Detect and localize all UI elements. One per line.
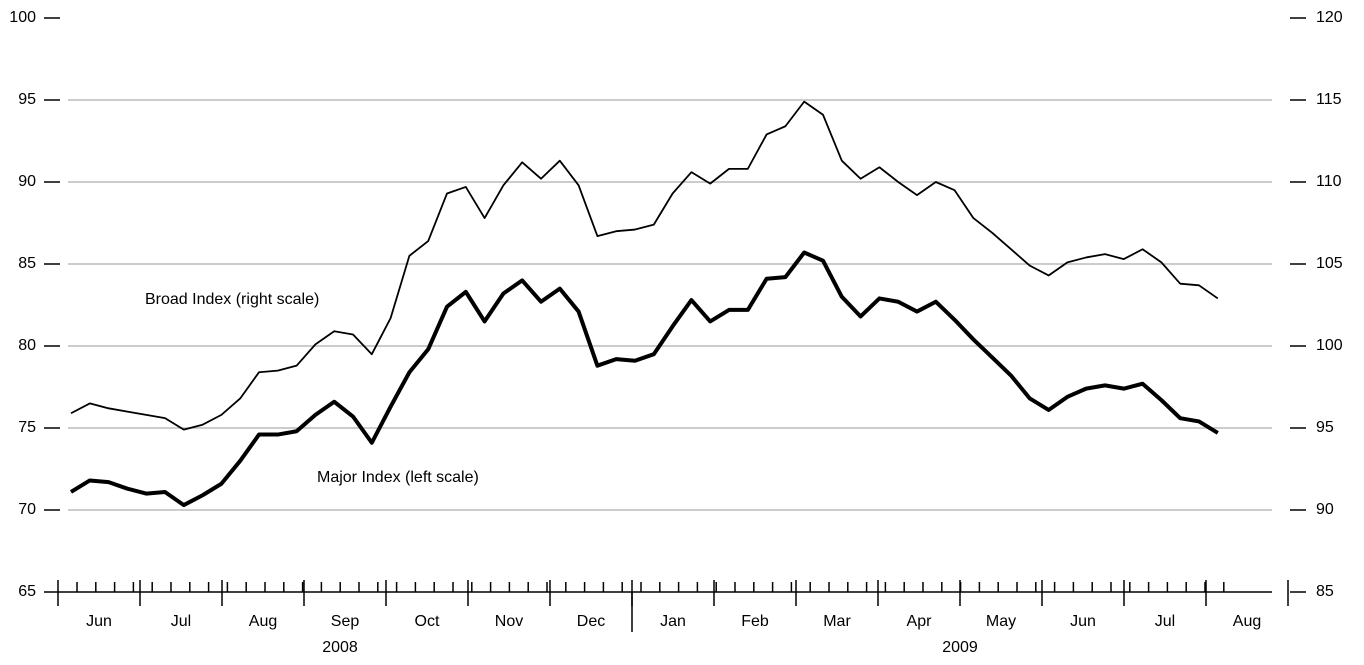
x-tick-label: Nov: [495, 613, 523, 630]
y-tick-label: 95: [18, 91, 36, 108]
y-tick-label: 70: [18, 501, 36, 518]
series-line: [69, 250, 1219, 508]
y2-tick-label: 120: [1316, 9, 1343, 26]
x-tick-label: Dec: [577, 613, 605, 630]
x-tick-label: Oct: [415, 613, 440, 630]
y2-tick-label: 90: [1316, 501, 1334, 518]
y-tick-label: 100: [9, 9, 36, 26]
y-tick-label: 80: [18, 337, 36, 354]
x-tick-label: Jul: [1155, 613, 1175, 630]
x-tick-label: Jan: [660, 613, 686, 630]
year-label: 2008: [322, 639, 358, 656]
series-label: Major Index (left scale): [317, 469, 479, 486]
y2-tick-label: 85: [1316, 583, 1334, 600]
y2-tick-label: 100: [1316, 337, 1343, 354]
y2-tick-label: 105: [1316, 255, 1343, 272]
series-label: Broad Index (right scale): [145, 291, 319, 308]
x-tick-label: Jul: [171, 613, 191, 630]
year-label: 2009: [942, 639, 978, 656]
y2-tick-label: 110: [1316, 173, 1342, 190]
x-tick-label: Jun: [1070, 613, 1096, 630]
y2-tick-label: 115: [1316, 91, 1342, 108]
x-tick-label: Jun: [86, 613, 112, 630]
y-tick-label: 90: [18, 173, 36, 190]
x-tick-label: Aug: [249, 613, 277, 630]
x-tick-label: Aug: [1233, 613, 1261, 630]
x-tick-label: Apr: [907, 613, 933, 630]
series-line: [70, 100, 1219, 431]
x-tick-label: May: [986, 613, 1016, 630]
y-tick-label: 85: [18, 255, 36, 272]
x-tick-label: Feb: [741, 613, 769, 630]
x-tick-label: Sep: [331, 613, 360, 630]
x-tick-label: Mar: [823, 613, 851, 630]
y-tick-label: 75: [18, 419, 36, 436]
y-tick-label: 65: [18, 583, 36, 600]
y2-tick-label: 95: [1316, 419, 1334, 436]
